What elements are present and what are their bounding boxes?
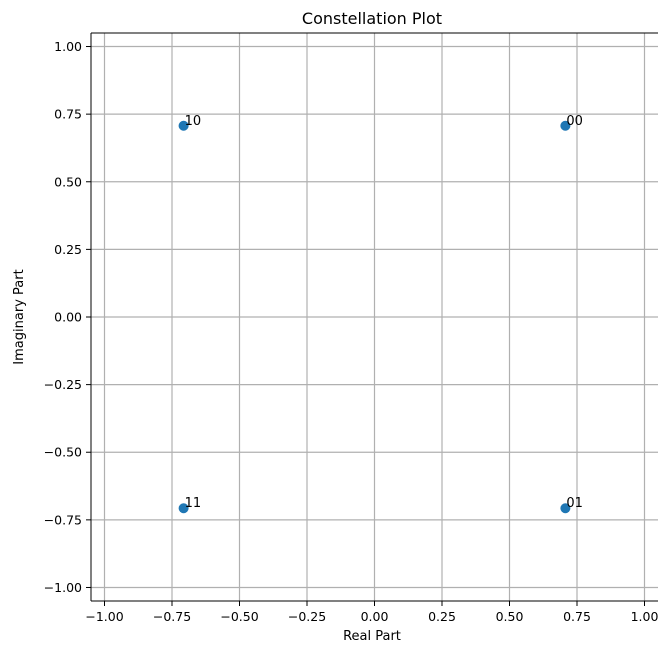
point-labels: 00 01 10 11 <box>185 114 583 511</box>
y-tick-label-2: −0.50 <box>44 445 82 460</box>
y-tick-label-0: −1.00 <box>44 580 82 595</box>
y-tick-label-3: −0.25 <box>44 377 82 392</box>
data-points <box>178 120 571 514</box>
point-label-10: 10 <box>185 114 202 129</box>
data-point-01 <box>560 503 571 514</box>
point-label-01: 01 <box>566 496 583 511</box>
x-tick-label-0: −1.00 <box>85 609 123 624</box>
data-point-00 <box>560 120 571 131</box>
y-tick-label-7: 0.75 <box>54 107 82 122</box>
x-tick-label-8: 1.00 <box>631 609 658 624</box>
y-tick-label-6: 0.50 <box>54 174 82 189</box>
x-tick-label-5: 0.25 <box>428 609 456 624</box>
y-axis-label: Imaginary Part <box>12 269 27 364</box>
chart-title: Constellation Plot <box>302 9 442 28</box>
grid-lines <box>91 33 658 601</box>
x-axis-label: Real Part <box>343 629 401 644</box>
y-tick-label-5: 0.25 <box>54 242 82 257</box>
y-tick-label-4: 0.00 <box>54 310 82 325</box>
x-tick-label-4: 0.00 <box>361 609 389 624</box>
x-tick-label-2: −0.50 <box>220 609 258 624</box>
point-label-11: 11 <box>185 496 202 511</box>
data-point-10 <box>178 120 189 131</box>
y-tick-label-1: −0.75 <box>44 512 82 527</box>
x-ticks: −1.00 −0.75 −0.50 −0.25 0.00 0.25 0.50 0.75 1.00 <box>85 601 658 624</box>
x-tick-label-6: 0.50 <box>496 609 524 624</box>
x-tick-label-1: −0.75 <box>153 609 191 624</box>
x-tick-label-7: 0.75 <box>563 609 591 624</box>
point-label-00: 00 <box>566 114 583 129</box>
x-tick-label-3: −0.25 <box>288 609 326 624</box>
data-point-11 <box>178 503 189 514</box>
y-tick-label-8: 1.00 <box>54 39 82 54</box>
y-ticks: −1.00 −0.75 −0.50 −0.25 0.00 0.25 0.50 0.75 1.00 <box>44 39 91 595</box>
